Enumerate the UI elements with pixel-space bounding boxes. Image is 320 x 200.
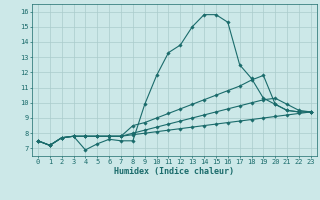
X-axis label: Humidex (Indice chaleur): Humidex (Indice chaleur) <box>115 167 234 176</box>
